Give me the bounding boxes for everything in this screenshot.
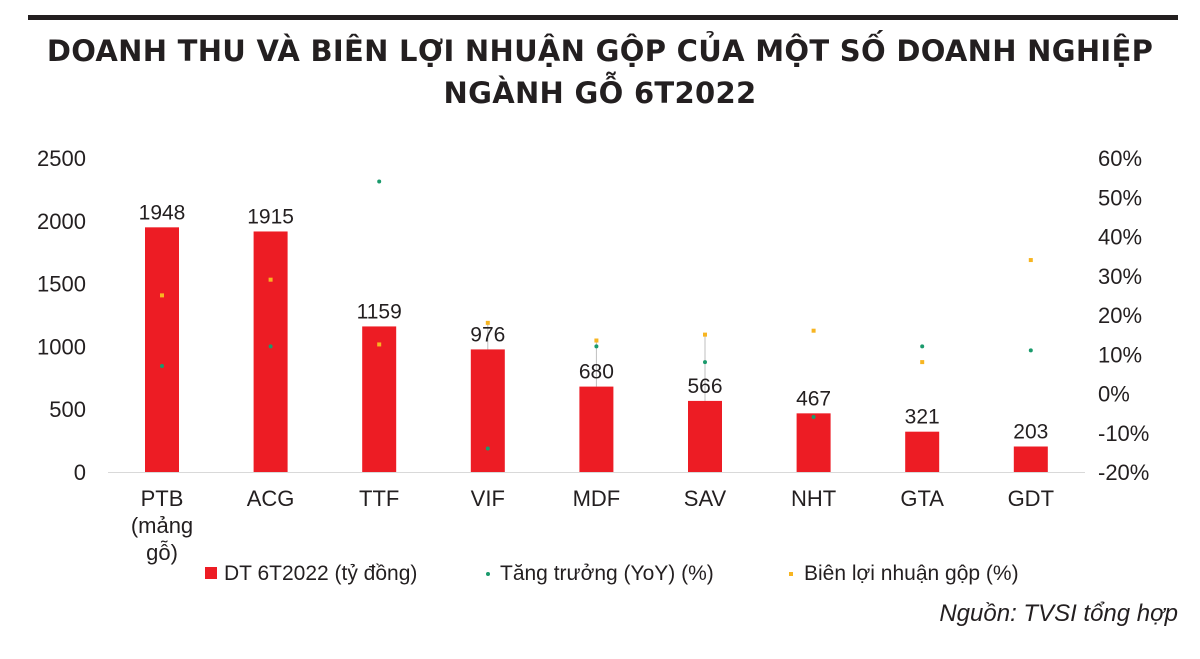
x-tick-label: ACG (247, 486, 295, 511)
bar-ptb (145, 227, 179, 472)
legend-swatch-revenue (205, 567, 217, 579)
bar-value-label: 976 (470, 323, 505, 346)
bar-value-label: 566 (687, 375, 722, 398)
y-left-tick-label: 1500 (37, 272, 86, 297)
y-left-tick-label: 2000 (37, 209, 86, 234)
bar-mdf (579, 386, 614, 472)
x-tick-label: VIF (471, 486, 505, 511)
legend-label-margin: Biên lợi nhuận gộp (%) (804, 562, 1019, 585)
bar-gta (905, 431, 940, 472)
y-right-tick-label: 30% (1098, 264, 1142, 289)
y-right-tick-label: 20% (1098, 303, 1142, 328)
bar-value-label: 203 (1013, 421, 1048, 444)
legend-label-growth: Tăng trưởng (YoY) (%) (500, 562, 714, 585)
x-tick-label: gỗ) (146, 540, 178, 565)
growth-point (920, 344, 925, 349)
y-right-tick-label: 60% (1098, 146, 1142, 171)
growth-point (377, 179, 382, 184)
bar-acg (253, 231, 288, 472)
margin-point (485, 320, 490, 325)
margin-point (377, 342, 382, 347)
y-right-tick-label: -10% (1098, 421, 1149, 446)
growth-point (594, 344, 599, 349)
title-line-2: NGÀNH GỖ 6T2022 (443, 76, 757, 110)
margin-point (268, 277, 273, 282)
growth-point (703, 360, 707, 365)
growth-point (811, 415, 816, 420)
y-left-tick-label: 0 (74, 460, 86, 485)
x-tick-label: TTF (359, 486, 399, 511)
legend-swatch-margin (789, 572, 793, 576)
bar-sav (688, 400, 722, 472)
growth-point (1028, 348, 1033, 353)
y-right-tick-label: 0% (1098, 382, 1130, 407)
legend-swatch-growth (486, 572, 490, 576)
chart-title: DOANH THU VÀ BIÊN LỢI NHUẬN GỘP CỦA MỘT … (0, 30, 1200, 114)
x-tick-label: GTA (900, 486, 944, 511)
x-tick-label: SAV (684, 486, 727, 511)
legend-label-revenue: DT 6T2022 (tỷ đồng) (224, 562, 417, 585)
y-right-tick-label: 50% (1098, 185, 1142, 210)
x-tick-label: (mảng (131, 513, 193, 538)
margin-point (594, 338, 599, 343)
top-rule (28, 15, 1178, 20)
y-right-tick-label: 40% (1098, 225, 1142, 250)
y-left-tick-label: 2500 (37, 146, 86, 171)
growth-point (160, 364, 164, 369)
bar-value-label: 321 (905, 406, 940, 429)
source-note: Nguồn: TVSI tổng hợp (939, 600, 1178, 627)
growth-point (268, 344, 273, 349)
margin-point (811, 328, 816, 333)
y-right-tick-label: -20% (1098, 460, 1149, 485)
x-tick-label: MDF (573, 486, 621, 511)
bar-value-label: 1915 (247, 205, 294, 228)
bar-value-label: 680 (579, 361, 614, 384)
bar-vif (470, 349, 505, 472)
x-tick-label: PTB (141, 486, 184, 511)
bar-value-label: 1948 (139, 201, 186, 224)
bar-value-label: 467 (796, 387, 831, 410)
margin-point (1028, 258, 1033, 263)
bar-gdt (1013, 446, 1048, 472)
bar-value-label: 1159 (357, 300, 402, 323)
bar-ttf (362, 326, 397, 472)
bar-nht (796, 413, 831, 472)
margin-point (703, 332, 707, 337)
y-left-tick-label: 500 (49, 397, 86, 422)
x-tick-label: GDT (1008, 486, 1054, 511)
y-right-tick-label: 10% (1098, 342, 1142, 367)
growth-point (485, 446, 490, 451)
title-line-1: DOANH THU VÀ BIÊN LỢI NHUẬN GỘP CỦA MỘT … (46, 34, 1154, 68)
y-left-tick-label: 1000 (37, 334, 86, 359)
x-tick-label: NHT (791, 486, 836, 511)
margin-point (920, 360, 925, 365)
margin-point (160, 293, 164, 298)
